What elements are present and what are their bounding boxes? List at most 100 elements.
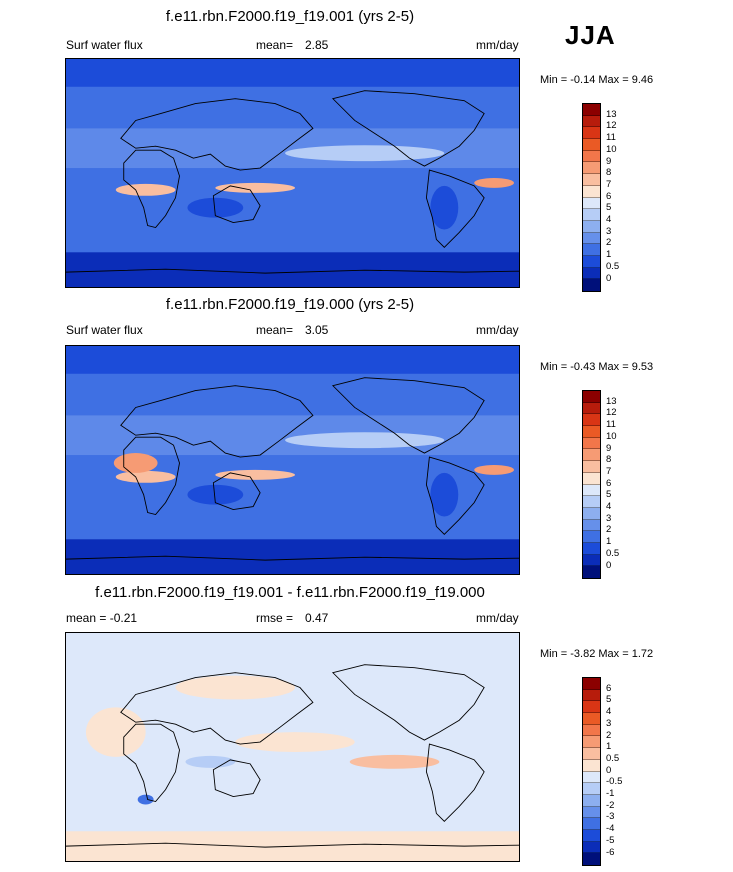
colorbar-tick-label: -3 [606,811,615,823]
colorbar-box [583,701,600,714]
colorbar-tick-label: 6 [606,477,612,489]
colorbar-box [583,713,600,725]
colorbar-tick-label: 13 [606,395,617,407]
colorbar-tick-label: 1 [606,536,612,548]
colorbar-tick-label: 6 [606,682,612,694]
colorbar-tick-label: 0.5 [606,752,620,764]
colorbar-box [583,267,600,280]
colorbar-box [583,220,600,233]
colorbar-tick-label: -5 [606,834,615,846]
panel-1-colorbar [582,103,601,292]
colorbar-tick-label: -4 [606,823,615,835]
panel-2-variable-label: Surf water flux [66,323,143,337]
panel-2-map [65,345,520,575]
colorbar-box [583,724,600,737]
colorbar-tick-label: 10 [606,143,617,155]
colorbar-tick-label: 8 [606,167,612,179]
colorbar-tick-label: 12 [606,120,617,132]
map-coastline [123,436,180,516]
colorbar-box [583,197,600,210]
map-coastline [425,743,485,822]
map-coastline [66,555,519,561]
colorbar-box [583,829,600,842]
panel-1-minmax: Min = -0.14 Max = 9.46 [540,74,654,86]
colorbar-tick-label: 1 [606,249,612,261]
colorbar-box [583,426,600,438]
colorbar-box [583,402,600,415]
colorbar-box [583,244,600,256]
panel-3-rmse-value: 0.47 [305,611,329,625]
panel-2-title: f.e11.rbn.F2000.f19_f19.000 (yrs 2-5) [165,296,415,313]
map-coastline [212,759,261,798]
colorbar-tick-label: 5 [606,489,612,501]
panel-2-colorbar [582,390,601,579]
colorbar-tick-label: 0 [606,559,612,571]
season-label: JJA [565,20,616,50]
colorbar-tick-label: -2 [606,799,615,811]
panel-1-mean-value: 2.85 [305,38,329,52]
colorbar-box [583,279,600,291]
colorbar-box [583,507,600,520]
map-coastline [120,385,314,458]
panel-3-mean-label: mean = -0.21 [66,611,138,625]
colorbar-box [583,437,600,450]
colorbar-tick-label: 2 [606,524,612,536]
panel-3-map [65,632,520,862]
colorbar-box [583,139,600,151]
colorbar-tick-label: 1 [606,741,612,753]
panel-1-mean-label: mean= [256,38,294,52]
panel-2-mean-value: 3.05 [305,323,329,337]
colorbar-tick-label: -6 [606,846,615,858]
map-negative-anomaly [137,794,154,805]
map-high-band [215,469,295,480]
colorbar-box [583,542,600,555]
colorbar-box [583,841,600,854]
map-coastline [331,377,485,454]
map-positive-anomaly [175,675,295,700]
map-negative-anomaly [185,755,236,768]
map-coastline [212,472,261,511]
map-background [66,59,519,287]
map-high-band [115,183,176,196]
colorbar-tick-label: 3 [606,225,612,237]
colorbar-box [583,472,600,485]
colorbar-box [583,414,600,427]
colorbar-box [583,162,600,175]
colorbar-tick-label: 4 [606,214,612,225]
colorbar-box [583,519,600,532]
colorbar-tick-label: 5 [606,694,612,706]
colorbar-tick-label: 0.5 [606,547,620,559]
map-coastline [123,149,180,229]
colorbar-box [583,689,600,702]
colorbar-box [583,853,600,865]
colorbar-box [583,794,600,807]
map-dry-region [187,484,244,505]
colorbar-box [583,783,600,795]
colorbar-tick-label: -1 [606,788,615,799]
colorbar-tick-label: 2 [606,729,612,741]
panel-1-title: f.e11.rbn.F2000.f19_f19.001 (yrs 2-5) [165,8,415,25]
colorbar-box [583,174,600,186]
map-arctic-band [66,346,519,374]
colorbar-tick-label: 12 [606,407,617,419]
colorbar-box [583,185,600,198]
panel-2-map-svg [66,346,519,574]
colorbar-tick-label: 7 [606,178,612,190]
colorbar-tick-label: 3 [606,512,612,524]
colorbar-tick-label: 0 [606,272,612,284]
panel-2-mean-label: mean= [256,323,294,337]
map-coastline [425,456,485,535]
map-arctic-band [66,59,519,87]
colorbar-tick-label: 9 [606,155,612,167]
map-coastline [331,90,485,167]
colorbar-box [583,391,600,403]
panel-2-units: mm/day [476,323,519,337]
colorbar-box [583,461,600,473]
map-band [66,128,519,169]
colorbar-box [583,531,600,543]
map-high-band [115,470,176,483]
colorbar-tick-label: 3 [606,717,612,729]
panel-3-units: mm/day [476,611,519,625]
colorbar-box [583,232,600,245]
map-positive-anomaly [235,732,355,752]
